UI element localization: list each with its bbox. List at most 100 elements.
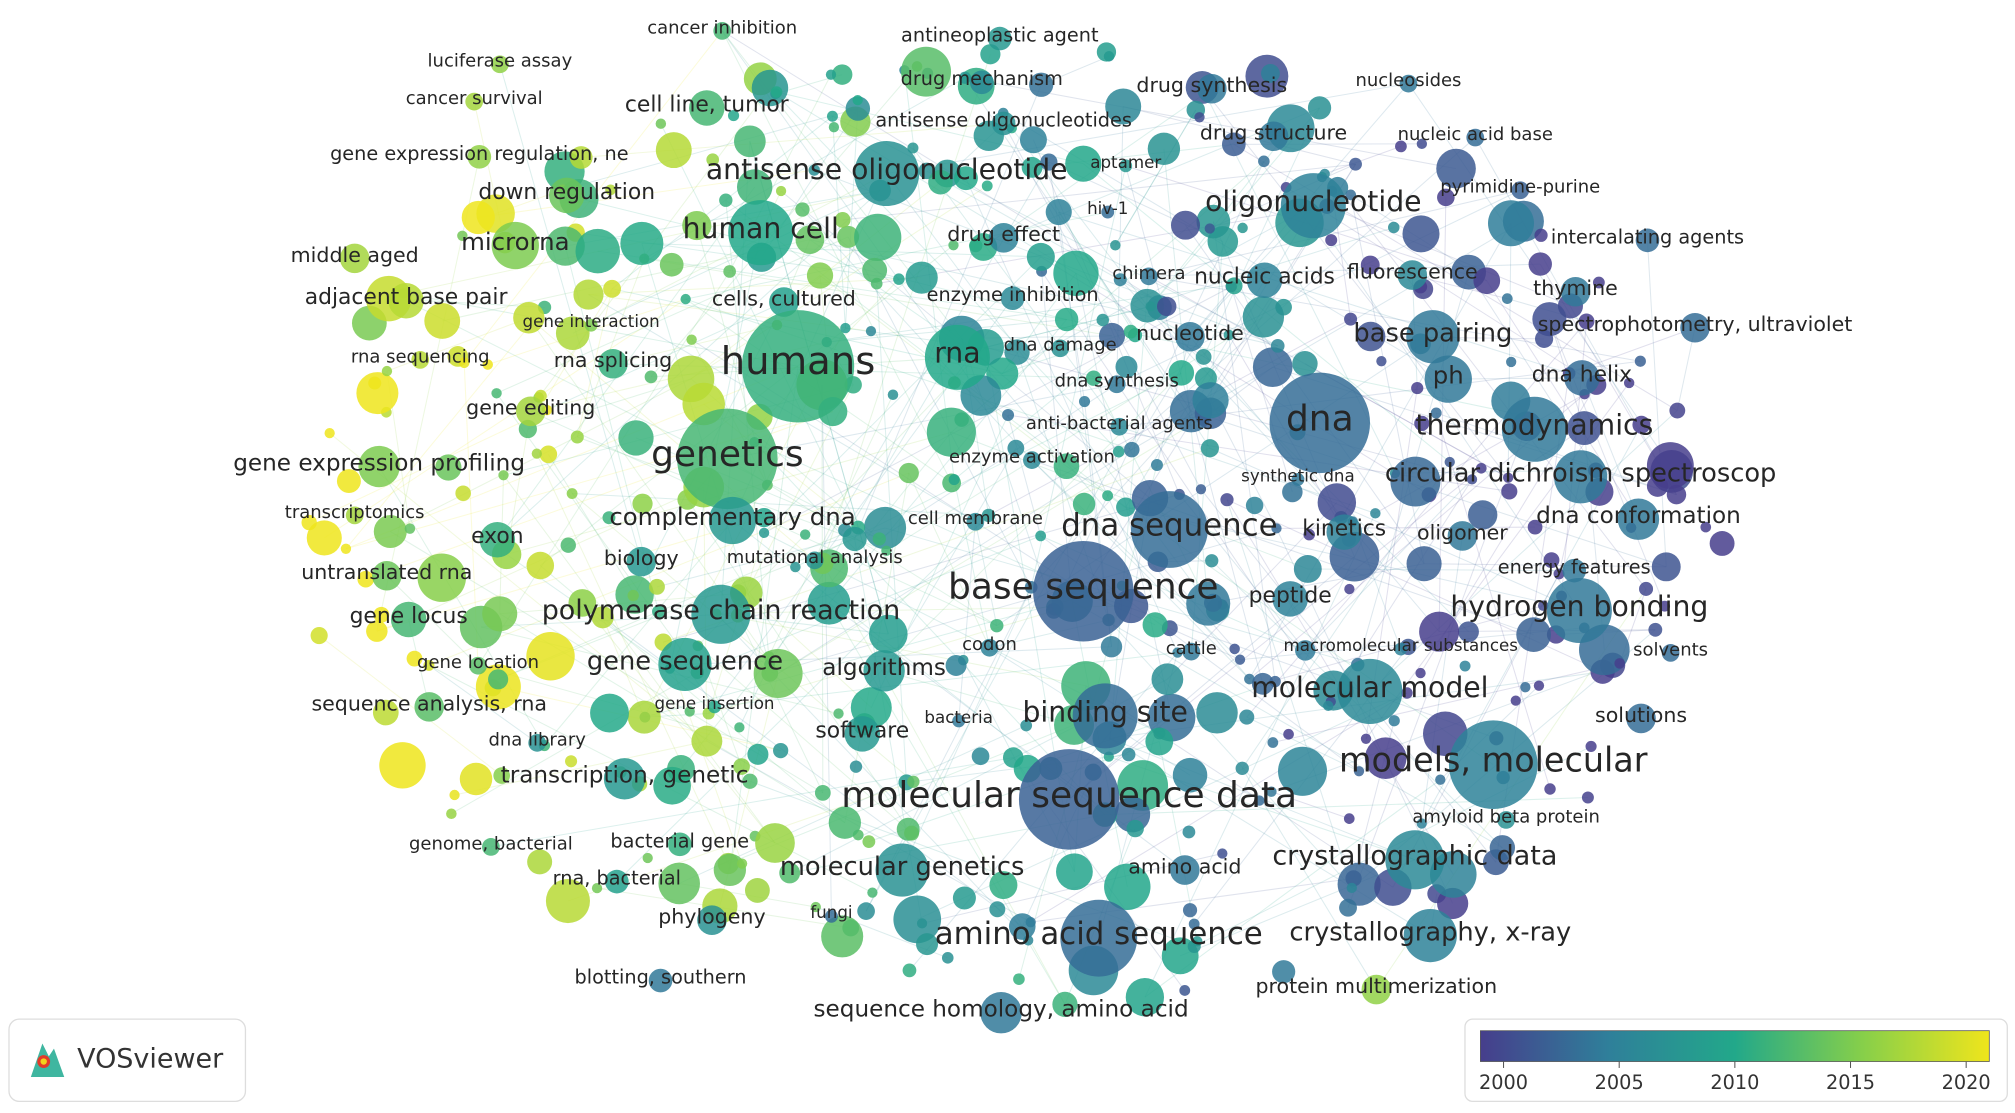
node xyxy=(1072,683,1138,749)
node xyxy=(769,287,799,317)
edge xyxy=(1230,286,1293,493)
background-node xyxy=(758,527,770,539)
edge xyxy=(714,652,1178,708)
background-node xyxy=(753,649,803,698)
background-node xyxy=(1416,818,1427,829)
edge xyxy=(345,307,545,550)
edge xyxy=(1040,256,1430,496)
background-node xyxy=(1126,819,1144,838)
node xyxy=(598,348,628,379)
background-node xyxy=(455,485,471,501)
node-label: polymerase chain reaction xyxy=(542,595,900,626)
background-node xyxy=(734,722,745,733)
logo-text: VOSviewer xyxy=(77,1044,224,1075)
node xyxy=(1680,312,1710,343)
background-node xyxy=(865,326,877,337)
edge xyxy=(926,170,1167,307)
node-label: crystallographic data xyxy=(1272,841,1557,872)
node-label: molecular model xyxy=(1251,671,1488,704)
background-node xyxy=(1182,903,1198,918)
edge xyxy=(1058,211,1570,374)
edge xyxy=(1581,377,1639,520)
node xyxy=(1130,491,1208,568)
background-node xyxy=(461,200,495,235)
background-node xyxy=(573,279,604,310)
background-node xyxy=(373,514,407,549)
background-node xyxy=(971,747,990,766)
background-node xyxy=(742,773,758,789)
background-node xyxy=(1008,913,1036,940)
background-node xyxy=(379,742,426,789)
background-node xyxy=(825,69,837,80)
logo-box[interactable]: VOSviewer xyxy=(8,1018,247,1103)
node-label: thermodynamics xyxy=(1415,409,1653,442)
edge xyxy=(697,535,1041,673)
background-node xyxy=(1220,493,1234,507)
background-node xyxy=(1004,339,1030,365)
background-node xyxy=(655,118,667,129)
background-node xyxy=(406,650,423,667)
background-node xyxy=(1188,918,1200,930)
background-node xyxy=(373,606,390,623)
node xyxy=(1060,899,1138,977)
background-node xyxy=(336,469,361,494)
node-label: fungi xyxy=(810,902,852,922)
background-node xyxy=(1520,681,1531,693)
node xyxy=(1554,450,1608,504)
background-node xyxy=(1029,72,1054,97)
background-node xyxy=(744,878,770,903)
background-node xyxy=(1532,302,1567,337)
edge xyxy=(562,108,858,191)
background-node xyxy=(952,886,976,910)
node xyxy=(980,638,999,657)
node xyxy=(1560,276,1591,307)
background-node xyxy=(828,122,840,133)
background-node xyxy=(1113,273,1127,287)
node-label: sequence homology, amino acid xyxy=(813,997,1188,1023)
edge xyxy=(821,384,832,917)
background-node xyxy=(1147,132,1181,165)
background-node xyxy=(1254,795,1265,806)
node-label: adjacent base pair xyxy=(305,285,508,310)
node-label: rna, bacterial xyxy=(553,867,681,890)
node-label: protein multimerization xyxy=(1255,974,1497,998)
background-node xyxy=(1466,474,1478,485)
node xyxy=(605,869,629,894)
background-node xyxy=(1112,445,1125,458)
background-node xyxy=(1217,848,1228,859)
node xyxy=(667,832,692,857)
background-node xyxy=(719,193,733,207)
node xyxy=(626,546,657,577)
node-label: bacteria xyxy=(924,707,993,727)
node-label: cattle xyxy=(1166,638,1217,659)
node xyxy=(1397,260,1428,290)
edge xyxy=(729,366,799,870)
node xyxy=(1394,642,1408,656)
edge xyxy=(777,412,1211,674)
edge xyxy=(1071,600,1503,849)
edge xyxy=(1272,662,1620,744)
background-node xyxy=(565,755,578,768)
edge xyxy=(546,301,785,411)
node xyxy=(1175,321,1205,352)
edge xyxy=(1486,280,1639,520)
node-label: cancer survival xyxy=(406,88,543,109)
node xyxy=(648,968,673,993)
background-node xyxy=(1501,293,1513,304)
node xyxy=(1635,228,1660,253)
background-node xyxy=(1229,643,1240,655)
labels: cancer inhibition antineoplastic agent luc… xyxy=(233,17,1852,1022)
background-node xyxy=(366,620,388,642)
edge xyxy=(826,279,1265,343)
edge xyxy=(386,317,530,372)
edge xyxy=(318,635,503,776)
background-node xyxy=(1343,813,1355,824)
background-node xyxy=(691,725,723,757)
background-node xyxy=(799,529,811,540)
edge xyxy=(1030,165,1127,588)
background-node xyxy=(482,359,493,370)
node-label: software xyxy=(815,718,909,743)
background-node xyxy=(755,823,795,863)
background-node xyxy=(779,862,801,884)
background-node xyxy=(1100,636,1123,658)
